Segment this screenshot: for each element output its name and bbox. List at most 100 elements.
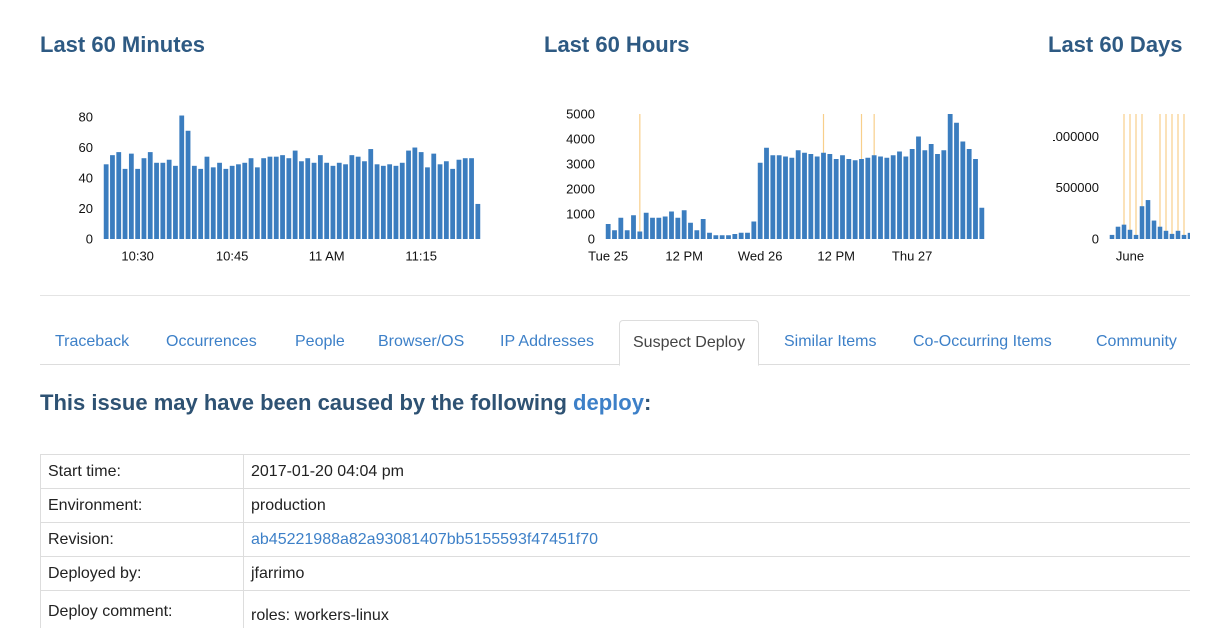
- field-value: 2017-01-20 04:04 pm: [243, 454, 1190, 489]
- bar: [443, 161, 449, 239]
- table-row: Start time: 2017-01-20 04:04 pm: [40, 454, 1190, 489]
- bar: [631, 215, 636, 239]
- bar: [431, 153, 437, 239]
- y-tick-label: 80: [79, 109, 93, 124]
- y-tick-label: 0: [1092, 231, 1099, 246]
- bar: [191, 165, 197, 239]
- bar: [852, 160, 858, 239]
- bar: [362, 161, 367, 239]
- tab[interactable]: Community: [1096, 333, 1177, 350]
- tab[interactable]: Similar Items: [784, 333, 877, 350]
- bar: [789, 157, 795, 239]
- bar: [368, 149, 374, 239]
- field-value: jfarrimo: [243, 556, 1190, 591]
- bar: [280, 155, 285, 239]
- y-tick-label: 1000000: [1048, 129, 1099, 144]
- bar: [871, 155, 877, 239]
- heading: This issue may have been caused by the f…: [40, 390, 651, 416]
- tab[interactable]: People: [295, 333, 345, 350]
- bar: [947, 114, 953, 239]
- bar: [922, 150, 928, 239]
- bar: [343, 164, 348, 239]
- bar: [675, 217, 681, 239]
- bar: [173, 165, 178, 239]
- bar: [1121, 224, 1127, 239]
- bar: [425, 167, 430, 239]
- table-row: Environment: production: [40, 488, 1190, 523]
- bar: [475, 203, 481, 239]
- chart-hours: 0 1000 2000 3000 4000 5000 Tue 25 12 PM Wed 26 12…: [566, 106, 985, 263]
- bar: [248, 158, 254, 239]
- bar: [317, 155, 323, 239]
- bar: [116, 152, 122, 239]
- bar: [437, 164, 443, 239]
- bar: [954, 122, 959, 239]
- field-label: Environment:: [40, 488, 244, 523]
- bar: [840, 155, 845, 239]
- field-label: Start time:: [40, 454, 244, 489]
- bar: [374, 164, 380, 239]
- bar: [254, 167, 260, 239]
- tab-line: [40, 364, 1190, 365]
- bar: [637, 231, 643, 239]
- bar: [605, 224, 611, 239]
- bar: [349, 155, 355, 239]
- y-tick-label: 2000: [566, 181, 595, 196]
- table-row: Deploy comment: roles: workers-linux: [40, 590, 1190, 628]
- tab[interactable]: Browser/OS: [378, 333, 465, 350]
- bar: [179, 115, 185, 239]
- bar: [380, 165, 386, 239]
- chart-title: Last 60 Days: [1048, 32, 1183, 57]
- y-tick-label: 4000: [566, 131, 595, 146]
- bar: [1181, 234, 1187, 239]
- bar: [897, 151, 902, 239]
- deploy-table: Start time: 2017-01-20 04:04 pm Environmen…: [40, 454, 1190, 628]
- bar: [1157, 226, 1163, 239]
- bar: [802, 152, 807, 239]
- bar: [707, 232, 712, 239]
- field-label: Deploy comment:: [40, 590, 244, 628]
- bar: [846, 159, 852, 239]
- bar: [160, 162, 166, 239]
- bar: [1115, 226, 1121, 239]
- tab[interactable]: Co-Occurring Items: [913, 333, 1052, 350]
- tab[interactable]: Suspect Deploy: [619, 320, 760, 366]
- bar: [808, 154, 814, 239]
- bar: [166, 159, 172, 239]
- bar: [662, 216, 668, 239]
- tabs: Traceback Occurrences People Browser/OS IP A…: [40, 320, 1190, 366]
- tab[interactable]: IP Addresses: [500, 333, 594, 350]
- bar: [656, 217, 662, 239]
- bar: [732, 234, 738, 239]
- field-label: Deployed by:: [40, 556, 244, 591]
- bar: [336, 162, 342, 239]
- chart-title: Last 60 Hours: [544, 32, 690, 57]
- deploy-link[interactable]: deploy: [573, 390, 644, 415]
- bar: [399, 162, 405, 239]
- bar: [311, 162, 317, 239]
- field-label: Revision:: [40, 522, 244, 557]
- field-value: roles: workers-linux: [243, 590, 1190, 628]
- bar: [299, 161, 304, 239]
- bar: [393, 165, 399, 239]
- x-tick-label: 10:30: [121, 248, 154, 263]
- bar: [1163, 230, 1169, 239]
- x-tick-label: Wed 26: [738, 248, 783, 263]
- bar: [890, 155, 896, 239]
- tab[interactable]: Occurrences: [166, 333, 257, 350]
- bar: [650, 217, 655, 239]
- tab[interactable]: Traceback: [55, 333, 130, 350]
- bar: [1169, 233, 1175, 239]
- bar: [878, 156, 883, 239]
- bar: [833, 159, 839, 239]
- bar: [418, 152, 424, 239]
- y-tick-label: 20: [79, 201, 93, 216]
- y-tick-label: 0: [86, 231, 93, 246]
- bar: [669, 211, 674, 239]
- bar: [795, 150, 801, 239]
- bar: [103, 164, 109, 239]
- bar: [406, 150, 411, 239]
- bar: [618, 217, 624, 239]
- field-value[interactable]: ab45221988a82a93081407bb5155593f47451f70: [243, 522, 1190, 557]
